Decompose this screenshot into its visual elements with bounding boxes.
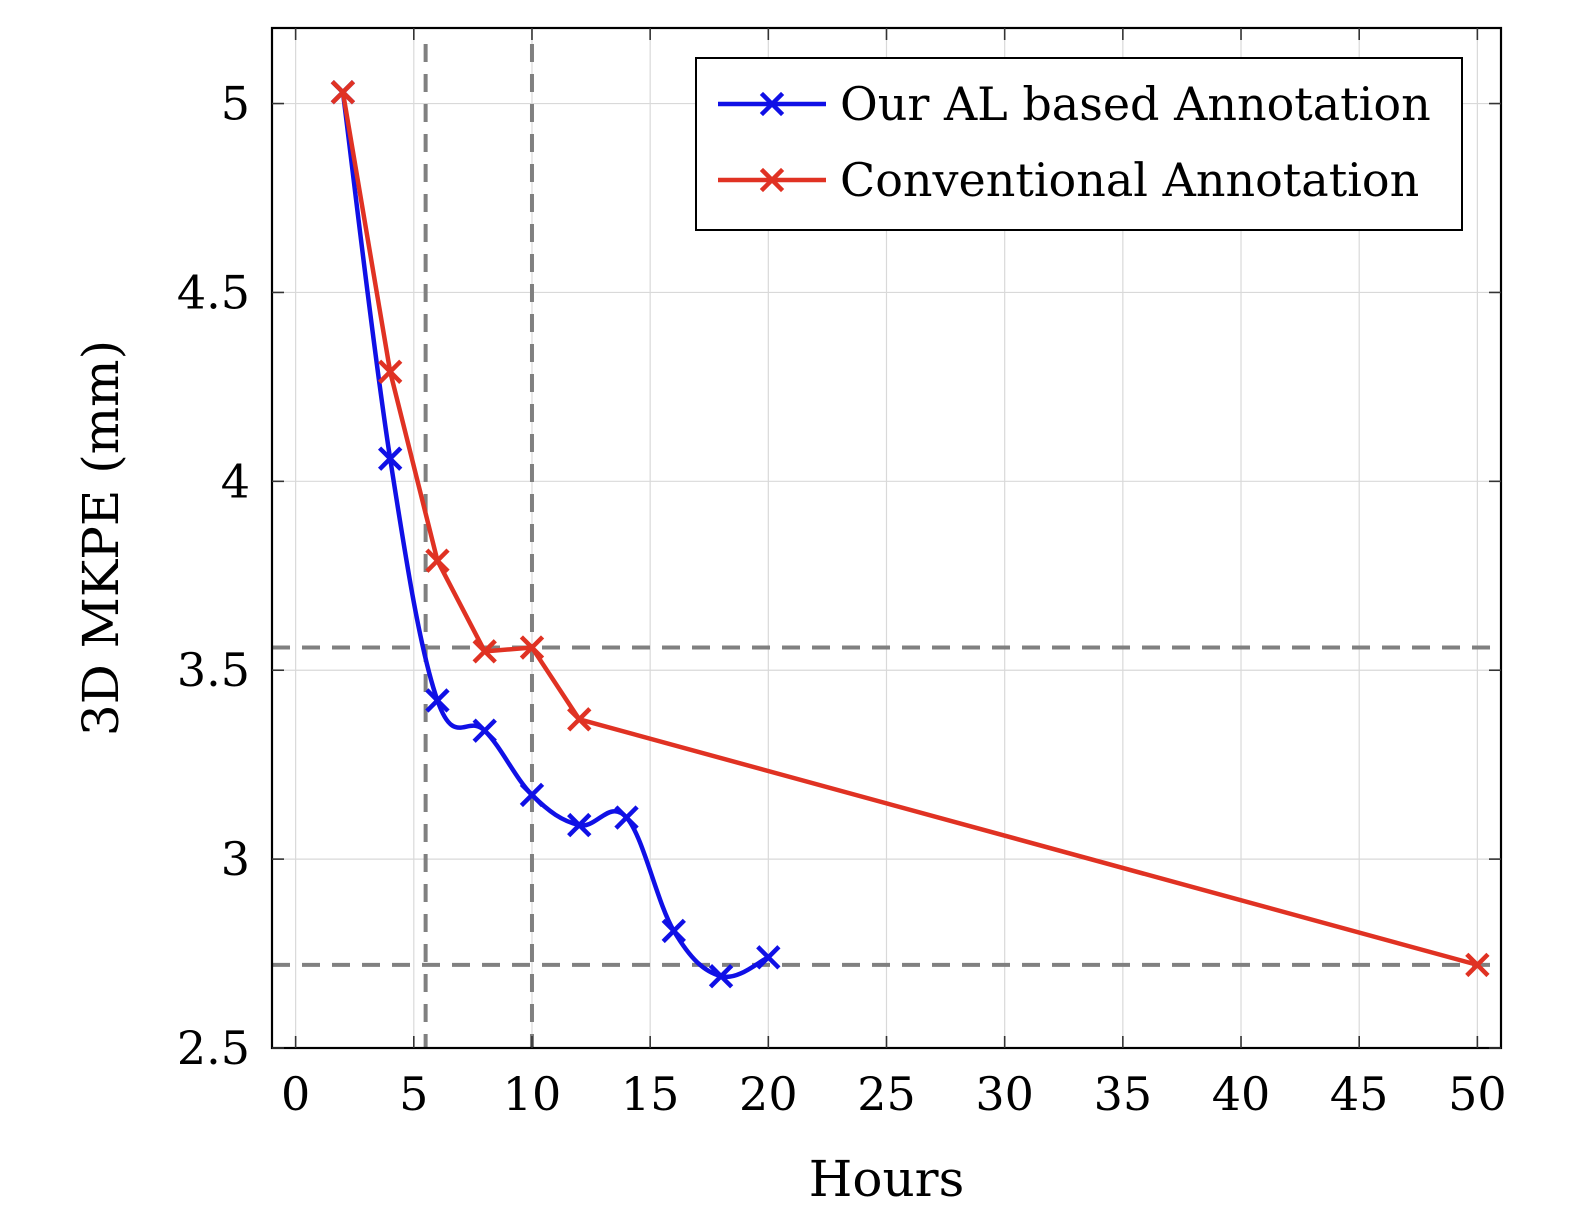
marker-stroke xyxy=(759,167,785,193)
marker-stroke xyxy=(1465,952,1490,978)
marker-stroke xyxy=(567,812,592,838)
data-point xyxy=(377,359,403,384)
x-tick-label: 0 xyxy=(281,1067,310,1121)
legend-entry-label: Our AL based Annotation xyxy=(840,77,1431,131)
x-tick-label: 45 xyxy=(1330,1067,1389,1121)
marker-stroke xyxy=(330,80,356,105)
data-point xyxy=(472,718,497,743)
y-tick-label: 3 xyxy=(221,832,250,886)
marker-stroke xyxy=(614,805,639,830)
legend-swatch-marker xyxy=(759,167,785,193)
x-tick-label: 40 xyxy=(1212,1067,1271,1121)
x-tick-label: 25 xyxy=(857,1067,916,1121)
series-group xyxy=(330,80,1490,989)
reference-lines xyxy=(272,44,1501,1048)
x-tick-label: 30 xyxy=(975,1067,1034,1121)
marker-stroke xyxy=(425,688,450,713)
data-point xyxy=(472,639,497,664)
x-tick-label: 5 xyxy=(399,1067,428,1121)
data-point xyxy=(425,548,450,573)
data-point xyxy=(1465,952,1490,978)
x-tick-label: 10 xyxy=(503,1067,562,1121)
data-point xyxy=(567,812,592,838)
marker-stroke xyxy=(756,945,781,970)
marker-stroke xyxy=(472,639,497,664)
x-tick-label: 15 xyxy=(621,1067,680,1121)
y-tick-label: 5 xyxy=(221,77,250,131)
data-point xyxy=(377,446,403,471)
y-tick-label: 4.5 xyxy=(177,265,250,319)
marker-stroke xyxy=(425,548,450,573)
data-point xyxy=(614,805,639,830)
x-tick-label: 20 xyxy=(739,1067,798,1121)
marker-stroke xyxy=(519,635,545,660)
marker-stroke xyxy=(472,718,497,743)
marker-stroke xyxy=(377,446,403,471)
marker-stroke xyxy=(708,964,734,989)
x-axis-label: Hours xyxy=(809,1150,964,1208)
marker-stroke xyxy=(567,707,592,732)
data-point xyxy=(567,707,592,732)
data-point xyxy=(519,782,545,808)
data-point xyxy=(756,945,781,970)
y-tick-label: 2.5 xyxy=(177,1021,250,1075)
data-point xyxy=(661,918,686,944)
marker-stroke xyxy=(377,359,403,384)
marker-stroke xyxy=(661,918,686,944)
legend: Our AL based Annotation Conventional Anno… xyxy=(695,57,1463,231)
marker-stroke xyxy=(759,91,785,117)
legend-entry-label: Conventional Annotation xyxy=(840,153,1419,207)
marker-stroke xyxy=(519,782,545,808)
y-tick-label: 4 xyxy=(221,454,250,508)
ticks: 0 5 10 15 20 25 30 35 40 45 50 2.5 3 3.5 4 4.5 5 xyxy=(177,28,1507,1121)
data-point xyxy=(330,80,356,105)
legend-swatch-marker xyxy=(759,91,785,117)
series-conventional-annotation xyxy=(330,80,1490,978)
data-point xyxy=(708,964,734,989)
x-tick-label: 50 xyxy=(1448,1067,1507,1121)
y-axis-label: 3D MKPE (mm) xyxy=(72,340,130,736)
data-point xyxy=(425,688,450,713)
data-point xyxy=(519,635,545,660)
legend-box xyxy=(695,57,1463,231)
y-tick-label: 3.5 xyxy=(177,643,250,697)
x-tick-label: 35 xyxy=(1094,1067,1153,1121)
